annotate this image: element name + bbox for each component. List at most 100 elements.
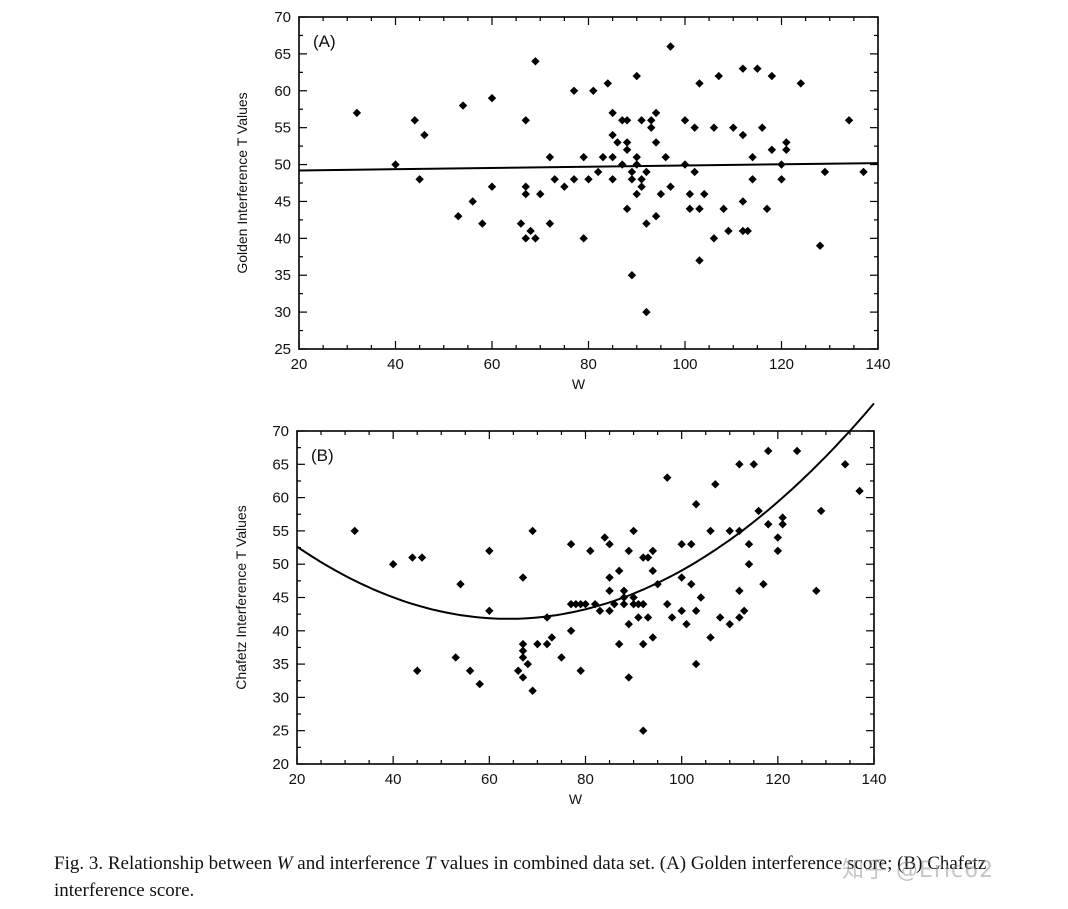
data-point	[754, 506, 763, 516]
data-point	[533, 639, 542, 649]
y-tick-label: 70	[274, 9, 291, 26]
data-point	[487, 182, 497, 191]
data-point	[639, 553, 648, 562]
data-point	[513, 666, 523, 675]
data-point	[642, 219, 651, 228]
x-tick-label: 20	[289, 771, 306, 788]
data-point	[637, 175, 646, 184]
data-point	[518, 573, 528, 582]
data-point	[725, 526, 734, 536]
data-point	[687, 579, 696, 589]
data-point	[738, 64, 748, 73]
data-point	[579, 152, 588, 162]
data-point	[739, 606, 749, 616]
data-point	[352, 108, 362, 118]
data-point	[748, 175, 757, 184]
data-point	[417, 553, 427, 562]
data-point	[753, 64, 762, 73]
data-point	[622, 116, 632, 125]
x-tick-label: 140	[865, 356, 890, 373]
data-point	[639, 726, 648, 735]
data-point	[642, 307, 651, 317]
y-tick-label: 55	[274, 120, 291, 137]
data-point	[598, 152, 608, 162]
x-tick-label: 120	[769, 356, 794, 373]
data-point	[518, 653, 528, 662]
y-tick-label: 35	[274, 267, 291, 284]
data-point	[782, 138, 791, 147]
data-point	[637, 116, 646, 125]
data-point	[613, 138, 622, 147]
data-point	[605, 573, 614, 582]
data-point	[454, 212, 463, 221]
data-point	[622, 145, 632, 154]
data-point	[643, 553, 653, 562]
data-point	[518, 639, 528, 649]
y-tick-label: 45	[274, 193, 291, 210]
fit-curve	[296, 402, 875, 620]
data-point	[603, 79, 612, 88]
y-tick-label: 20	[272, 756, 289, 773]
data-point	[690, 123, 699, 132]
data-point	[566, 599, 576, 609]
data-point	[618, 116, 627, 125]
data-point	[608, 175, 617, 184]
data-point	[619, 586, 629, 596]
data-point	[584, 175, 593, 184]
data-point	[840, 460, 850, 469]
data-point	[576, 666, 585, 675]
data-point	[695, 79, 704, 88]
data-point	[762, 204, 772, 214]
data-point	[391, 160, 400, 169]
caption-suffix: values in combined data set. (A) Golden …	[54, 853, 987, 901]
data-point	[545, 152, 555, 162]
data-point	[639, 599, 648, 609]
data-point	[639, 639, 648, 649]
data-point	[593, 167, 603, 177]
data-point	[634, 599, 643, 609]
data-point	[738, 197, 748, 206]
data-point	[758, 123, 767, 132]
data-point	[581, 599, 590, 609]
data-point	[643, 613, 653, 622]
data-point	[724, 226, 733, 236]
data-point	[632, 160, 641, 169]
data-point	[778, 513, 787, 522]
figure-caption: Fig. 3. Relationship between W and inter…	[54, 850, 1064, 904]
data-point	[521, 234, 530, 243]
caption-w: W	[276, 853, 293, 874]
y-axis-label: Golden Interference T Values	[234, 92, 250, 273]
data-point	[677, 573, 686, 582]
data-point	[648, 546, 658, 556]
data-point	[622, 204, 632, 214]
data-point	[614, 566, 624, 576]
data-point	[627, 175, 637, 184]
data-point	[696, 593, 706, 602]
x-tick-label: 80	[580, 356, 597, 373]
data-point	[410, 116, 419, 125]
data-point	[526, 226, 535, 236]
data-point	[586, 546, 595, 556]
data-point	[735, 526, 744, 536]
x-axis-label: W	[569, 791, 583, 807]
data-point	[744, 560, 754, 569]
y-tick-label: 40	[274, 230, 291, 247]
data-point	[521, 116, 530, 125]
data-point	[605, 540, 614, 549]
data-point	[666, 42, 675, 51]
data-point	[651, 108, 661, 118]
x-tick-label: 120	[765, 771, 790, 788]
data-point	[749, 460, 758, 469]
data-point	[685, 204, 695, 214]
x-tick-label: 20	[291, 356, 308, 373]
data-point	[647, 116, 656, 125]
caption-t: T	[424, 853, 436, 874]
data-point	[647, 123, 656, 132]
data-point	[478, 219, 487, 228]
data-point	[413, 666, 422, 675]
x-tick-label: 60	[481, 771, 498, 788]
data-point	[531, 234, 540, 243]
data-point	[456, 579, 465, 589]
data-point	[521, 182, 530, 191]
data-point	[632, 152, 641, 162]
